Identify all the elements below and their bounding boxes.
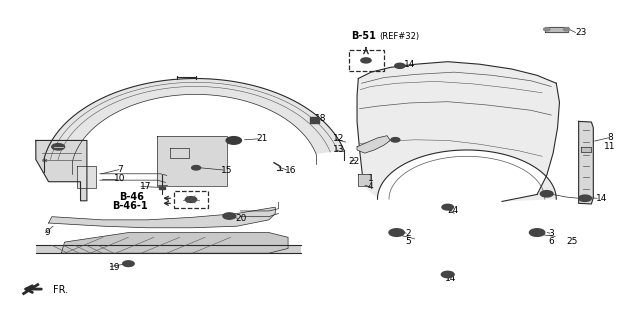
Text: 12: 12 xyxy=(333,134,344,143)
Text: 7: 7 xyxy=(118,165,124,174)
Text: 22: 22 xyxy=(349,157,360,166)
Circle shape xyxy=(389,229,404,236)
Text: B-46-1: B-46-1 xyxy=(113,201,148,211)
Circle shape xyxy=(226,137,241,144)
Circle shape xyxy=(123,261,134,267)
Text: 9: 9 xyxy=(44,228,50,237)
Polygon shape xyxy=(44,78,344,161)
Polygon shape xyxy=(36,140,87,201)
Text: 1: 1 xyxy=(368,174,374,183)
Text: 20: 20 xyxy=(236,214,247,223)
Text: 11: 11 xyxy=(604,142,616,151)
Text: 8: 8 xyxy=(607,133,613,142)
Text: 15: 15 xyxy=(221,166,232,175)
Text: 2: 2 xyxy=(405,229,411,238)
Circle shape xyxy=(361,58,371,63)
Text: FR.: FR. xyxy=(53,286,68,295)
Text: 21: 21 xyxy=(256,134,268,143)
Text: 25: 25 xyxy=(566,237,577,246)
Circle shape xyxy=(563,28,570,31)
Text: (REF#32): (REF#32) xyxy=(379,32,419,41)
Polygon shape xyxy=(357,136,390,153)
Circle shape xyxy=(540,191,553,197)
Text: 18: 18 xyxy=(315,114,326,123)
Polygon shape xyxy=(545,27,568,32)
Polygon shape xyxy=(36,245,301,253)
Polygon shape xyxy=(357,62,559,201)
Text: 17: 17 xyxy=(140,182,152,191)
Text: 5: 5 xyxy=(405,237,411,246)
Circle shape xyxy=(185,197,196,202)
Polygon shape xyxy=(49,207,275,228)
Text: 19: 19 xyxy=(109,263,121,272)
Circle shape xyxy=(223,213,236,219)
Text: 16: 16 xyxy=(285,166,296,175)
Text: 14: 14 xyxy=(596,194,607,203)
Bar xyxy=(310,117,319,123)
Circle shape xyxy=(395,63,405,68)
Text: 13: 13 xyxy=(333,145,344,154)
Polygon shape xyxy=(61,233,288,253)
Text: 14: 14 xyxy=(445,274,456,283)
Text: 14: 14 xyxy=(404,60,415,69)
Circle shape xyxy=(579,195,591,201)
Text: B-51: B-51 xyxy=(351,31,376,41)
Text: 3: 3 xyxy=(548,229,554,238)
Bar xyxy=(159,187,166,189)
Text: *: * xyxy=(42,158,47,168)
Polygon shape xyxy=(358,174,371,187)
Text: 4: 4 xyxy=(368,182,374,191)
Bar xyxy=(360,181,369,184)
Text: 23: 23 xyxy=(575,28,587,37)
Text: 24: 24 xyxy=(448,206,459,215)
Circle shape xyxy=(442,204,454,210)
Circle shape xyxy=(543,28,550,31)
Circle shape xyxy=(529,229,545,236)
Circle shape xyxy=(442,271,454,278)
Circle shape xyxy=(52,144,65,150)
Text: B-46: B-46 xyxy=(119,192,144,202)
Circle shape xyxy=(191,166,200,170)
Polygon shape xyxy=(157,136,227,187)
Text: 6: 6 xyxy=(548,237,554,246)
Polygon shape xyxy=(580,147,591,152)
Circle shape xyxy=(391,137,400,142)
Text: 10: 10 xyxy=(115,174,126,183)
Polygon shape xyxy=(77,166,97,188)
Bar xyxy=(360,175,369,179)
Polygon shape xyxy=(579,122,593,204)
